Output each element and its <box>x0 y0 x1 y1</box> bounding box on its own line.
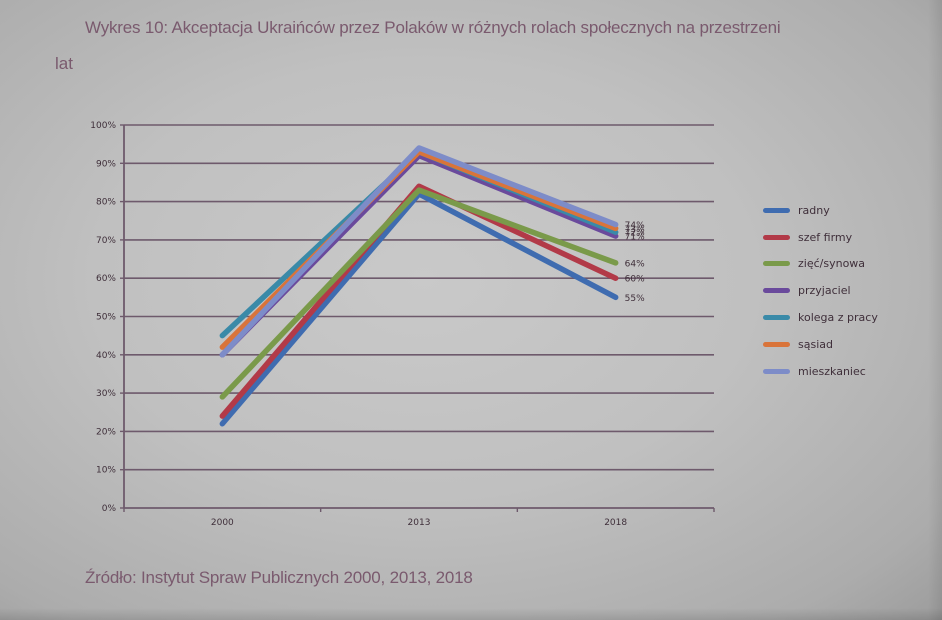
y-tick-label: 0% <box>102 504 117 514</box>
data-label: 64% <box>625 259 645 269</box>
x-axis-ticks: 2000 2013 2018 <box>123 508 715 528</box>
legend-label: szef firmy <box>798 230 853 244</box>
y-tick-label: 100% <box>90 121 116 131</box>
legend-item: kolega z pracy <box>763 304 878 331</box>
legend-label: mieszkaniec <box>798 364 866 378</box>
legend-swatch-icon <box>763 315 790 321</box>
legend-swatch-icon <box>763 368 790 374</box>
y-tick-label: 20% <box>96 427 116 437</box>
y-tick-label: 10% <box>96 466 116 476</box>
legend-label: sąsiad <box>798 337 833 351</box>
legend-swatch-icon <box>763 234 790 240</box>
legend-label: zięć/synowa <box>798 257 866 271</box>
legend-swatch-icon <box>763 341 790 347</box>
data-label: 72% <box>625 229 645 239</box>
legend-swatch-icon <box>763 261 790 267</box>
source-note: Źródło: Instytut Spraw Publicznych 2000,… <box>85 568 473 587</box>
data-label: 60% <box>625 275 645 285</box>
legend-item: zięć/synowa <box>763 251 878 278</box>
legend-item: mieszkaniec <box>763 358 878 385</box>
y-axis-ticks: 0% 10% 20% 30% 40% 50% 60% 70% 80% 90% 100% <box>90 121 124 514</box>
legend-label: kolega z pracy <box>798 311 878 325</box>
series-line-1 <box>219 183 619 419</box>
data-label: 71% <box>625 233 645 243</box>
page-edge-shadow-bottom <box>0 608 942 620</box>
y-tick-label: 40% <box>96 351 116 361</box>
chart-title-continuation: lat <box>55 54 73 73</box>
chart-data-labels: 55% 60% 64% 71%72%73%74% <box>625 221 645 304</box>
x-tick-label: 2018 <box>604 518 627 528</box>
legend-item: radny <box>763 197 878 224</box>
y-tick-label: 80% <box>96 198 116 208</box>
legend-item: przyjaciel <box>763 277 878 304</box>
page-edge-shadow-right <box>928 0 942 620</box>
chart-series-lines <box>219 145 619 427</box>
legend-item: szef firmy <box>763 224 878 251</box>
x-tick-label: 2013 <box>408 518 431 528</box>
legend-item: sąsiad <box>763 331 878 358</box>
legend-label: przyjaciel <box>798 284 851 298</box>
legend-swatch-icon <box>763 288 790 294</box>
chart-title: Wykres 10: Akceptacja Ukraińców przez Po… <box>85 18 781 37</box>
series-line-0 <box>219 191 619 427</box>
series-line-2 <box>219 187 619 400</box>
data-label: 73% <box>625 225 645 235</box>
y-tick-label: 60% <box>96 274 116 284</box>
x-tick-label: 2000 <box>211 518 234 528</box>
series-line-6 <box>219 145 619 358</box>
y-tick-label: 90% <box>96 159 116 169</box>
y-tick-label: 30% <box>96 389 116 399</box>
y-tick-label: 70% <box>96 236 116 246</box>
data-label: 74% <box>625 221 645 231</box>
data-label: 55% <box>625 294 645 304</box>
legend-label: radny <box>798 203 830 217</box>
y-tick-label: 50% <box>96 313 116 323</box>
chart-legend: radny szef firmy zięć/synowa przyjaciel kole… <box>763 197 878 385</box>
legend-swatch-icon <box>763 207 790 213</box>
